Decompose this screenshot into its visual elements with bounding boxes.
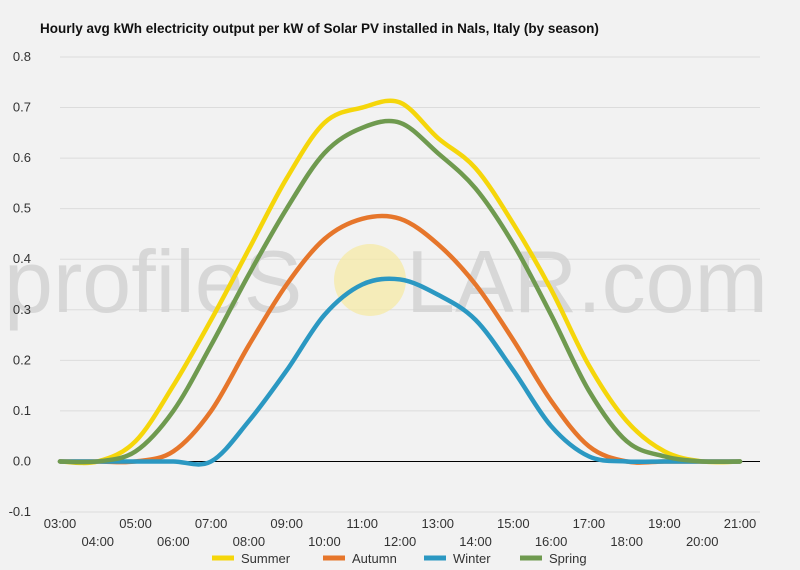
y-tick-label: 0.8	[13, 49, 31, 64]
series-line-summer	[57, 98, 743, 466]
legend-label: Winter	[453, 551, 491, 566]
x-tick-label: 09:00	[270, 516, 303, 531]
legend-item-autumn[interactable]: Autumn	[323, 551, 397, 566]
legend-label: Summer	[241, 551, 291, 566]
y-tick-label: 0.3	[13, 302, 31, 317]
x-tick-label: 08:00	[233, 534, 266, 549]
x-tick-label: 13:00	[422, 516, 455, 531]
x-tick-label: 14:00	[459, 534, 492, 549]
x-tick-label: 15:00	[497, 516, 530, 531]
legend-label: Autumn	[352, 551, 397, 566]
x-tick-label: 21:00	[724, 516, 757, 531]
legend-item-winter[interactable]: Winter	[424, 551, 491, 566]
x-tick-label: 04:00	[82, 534, 115, 549]
x-tick-label: 11:00	[346, 516, 378, 531]
watermark-text-left: profileS	[4, 232, 302, 331]
x-tick-label: 18:00	[610, 534, 643, 549]
legend-label: Spring	[549, 551, 587, 566]
y-tick-label: 0.4	[13, 251, 31, 266]
y-axis: 0.8 0.7 0.6 0.5 0.4 0.3 0.2 0.1 0.0 -0.1	[9, 49, 31, 519]
x-tick-label: 16:00	[535, 534, 568, 549]
y-tick-label: 0.5	[13, 201, 31, 216]
legend[interactable]: Summer Autumn Winter Spring	[212, 551, 587, 566]
watermark-text-right: LAR.com	[406, 232, 768, 331]
y-tick-label: 0.1	[13, 403, 31, 418]
x-tick-label: 12:00	[384, 534, 417, 549]
y-tick-label: 0.0	[13, 453, 31, 468]
legend-item-summer[interactable]: Summer	[212, 551, 291, 566]
legend-item-spring[interactable]: Spring	[520, 551, 587, 566]
chart-title: Hourly avg kWh electricity output per kW…	[40, 21, 599, 36]
y-tick-label: 0.7	[13, 100, 31, 115]
x-tick-label: 05:00	[119, 516, 152, 531]
x-tick-label: 20:00	[686, 534, 719, 549]
x-tick-label: 06:00	[157, 534, 190, 549]
series-lines	[57, 98, 743, 467]
series-line-spring	[57, 118, 743, 465]
x-axis: 03:00 04:00 05:00 06:00 07:00 08:00 09:00 10:00…	[44, 516, 757, 549]
y-tick-label: -0.1	[9, 504, 31, 519]
x-tick-label: 19:00	[648, 516, 681, 531]
y-tick-label: 0.6	[13, 150, 31, 165]
watermark: profileS LAR.com	[4, 232, 768, 331]
x-tick-label: 10:00	[308, 534, 341, 549]
x-tick-label: 17:00	[573, 516, 606, 531]
y-tick-label: 0.2	[13, 352, 31, 367]
x-tick-label: 07:00	[195, 516, 228, 531]
x-tick-label: 03:00	[44, 516, 77, 531]
series-line-winter	[57, 276, 743, 467]
